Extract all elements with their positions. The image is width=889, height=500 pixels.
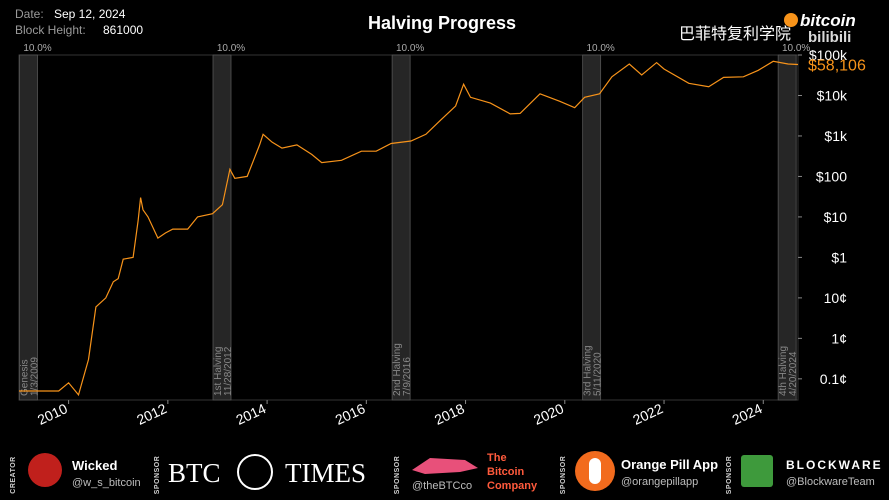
x-tick-label: 2012 — [134, 400, 169, 428]
btc-times-left: BTC — [168, 458, 221, 488]
event-band — [777, 54, 797, 401]
creator-name: Wicked — [72, 458, 117, 473]
x-tick-label: 2020 — [531, 400, 566, 428]
progress-label: 10.0% — [586, 43, 614, 54]
event-date: 7/9/2016 — [402, 357, 413, 396]
date: Sep 12, 2024 — [54, 7, 126, 21]
role: CREATOR — [10, 456, 17, 493]
plot: 0.1¢ 1¢ 10¢ $1 $10 $100 $1k $10k $100k 2010 2012 20… — [19, 47, 866, 428]
event-label: 4th Halving — [778, 346, 789, 396]
y-tick-label: $10 — [824, 209, 848, 225]
price-line — [19, 60, 799, 397]
y-tick-label: 0.1¢ — [820, 371, 847, 387]
blockware-logo — [741, 455, 773, 487]
event-label: Genesis — [19, 359, 30, 396]
role: SPONSOR — [394, 456, 401, 495]
creator-handle: @w_s_bitcoin — [72, 477, 141, 489]
company-logo — [412, 458, 478, 474]
x-tick-label: 2016 — [333, 400, 368, 428]
block-height: 861000 — [103, 23, 143, 37]
y-tick-label: 10¢ — [824, 290, 847, 306]
watermark-text: 巴菲特复利学院 — [679, 25, 791, 43]
x-tick-label: 2018 — [432, 400, 467, 428]
event-label: 1st Halving — [213, 347, 224, 396]
value-label: $58,106 — [808, 58, 866, 75]
event-date: 4/20/2024 — [788, 351, 799, 396]
company-handle: @theBTCco — [412, 480, 472, 492]
creator-logo — [28, 453, 62, 487]
y-tick-label: $1 — [831, 249, 847, 265]
y-tick-label: 1¢ — [831, 330, 847, 346]
chart-title: Halving Progress — [368, 13, 516, 33]
orange-pill-handle: @orangepillapp — [621, 476, 698, 488]
bitcoin-icon — [784, 13, 798, 27]
y-tick-label: $10k — [817, 87, 848, 103]
progress-label: 10.0% — [23, 43, 51, 54]
footer: CREATOR Wicked @w_s_bitcoin SPONSOR BTC … — [10, 451, 883, 495]
x-tick-label: 2010 — [35, 400, 70, 428]
blockware-handle: @BlockwareTeam — [786, 476, 875, 488]
role: SPONSOR — [154, 456, 161, 495]
orange-pill-icon — [589, 458, 601, 484]
event-label: 2nd Halving — [392, 343, 403, 396]
company-name: The — [487, 452, 507, 464]
btc-times-logo — [237, 454, 273, 490]
btc-times-right: TIMES — [285, 458, 366, 488]
site-logo: bilibili — [808, 29, 851, 46]
x-tick-label: 2022 — [630, 400, 665, 428]
event-label: 3rd Halving — [583, 345, 594, 396]
blockware-name: BLOCKWARE — [786, 458, 883, 472]
event-band — [212, 54, 232, 401]
role: SPONSOR — [726, 456, 733, 495]
date-label: Date: — [15, 7, 44, 21]
company-name: Company — [487, 480, 538, 492]
y-tick-label: $100 — [816, 168, 847, 184]
progress-label: 10.0% — [782, 43, 810, 54]
x-tick-label: 2014 — [233, 400, 268, 428]
event-date: 11/28/2012 — [223, 346, 234, 396]
progress-label: 10.0% — [217, 43, 245, 54]
x-tick-label: 2024 — [730, 400, 765, 428]
block-label: Block Height: — [15, 23, 86, 37]
bitcoin-logo: bitcoin — [800, 11, 856, 30]
company-name: Bitcoin — [487, 466, 525, 478]
event-date: 1/3/2009 — [29, 357, 40, 396]
event-band — [582, 54, 602, 401]
event-date: 5/11/2020 — [593, 352, 604, 396]
progress-label: 10.0% — [396, 43, 424, 54]
role: SPONSOR — [560, 456, 567, 495]
event-band — [19, 54, 38, 401]
orange-pill-name: Orange Pill App — [621, 457, 718, 472]
y-tick-label: $100k — [809, 47, 848, 63]
y-tick-label: $1k — [824, 128, 848, 144]
